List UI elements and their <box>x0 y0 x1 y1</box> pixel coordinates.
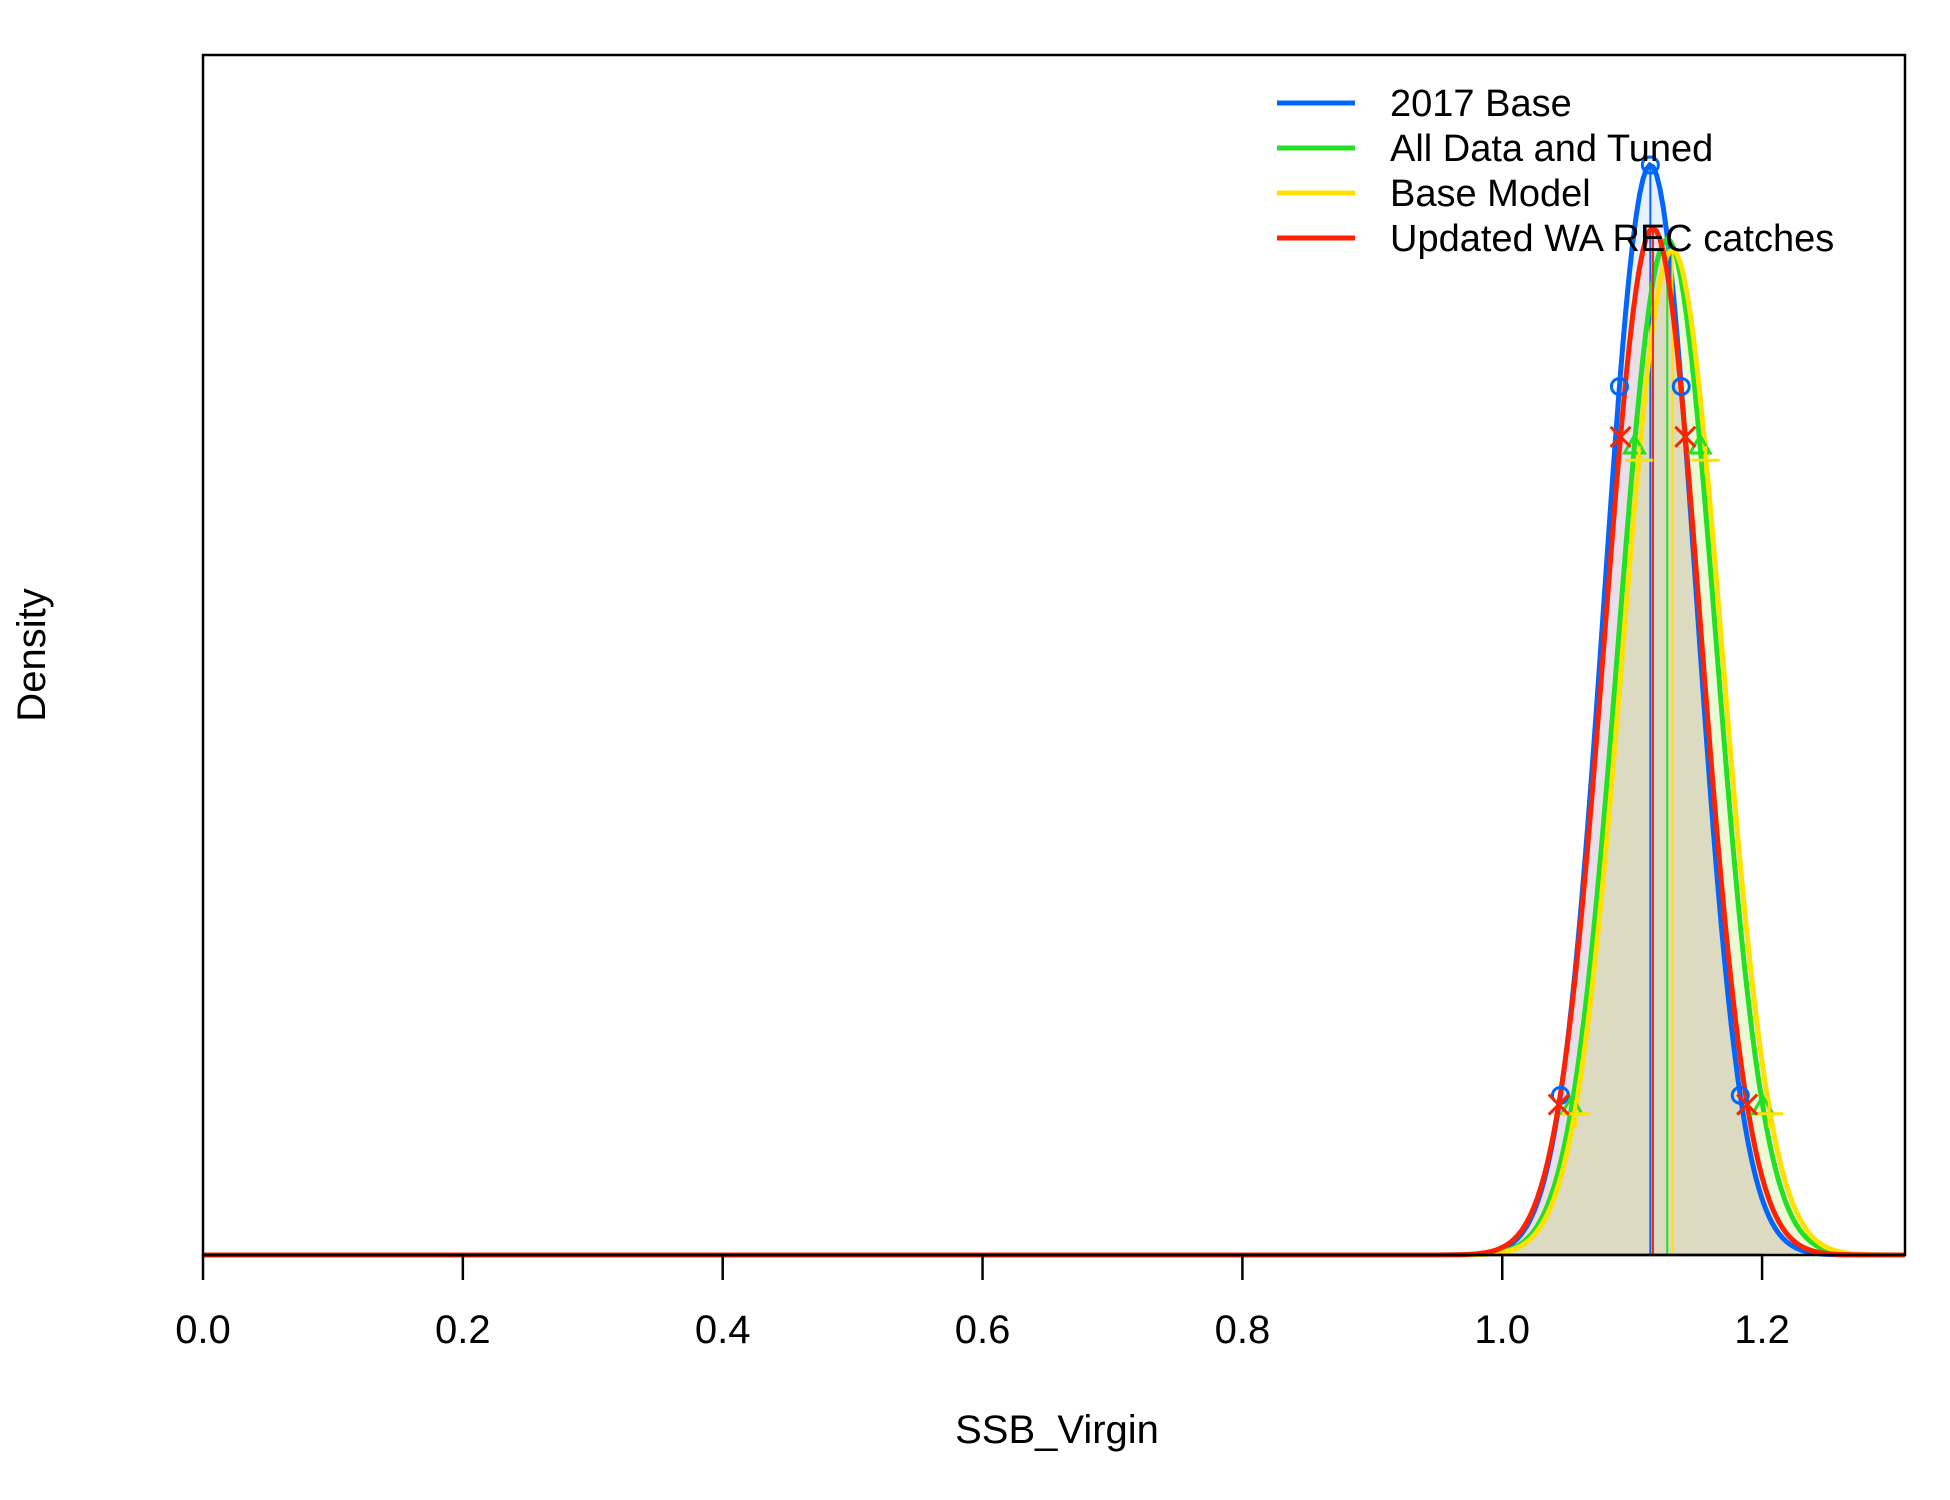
x-axis-title: SSB_Virgin <box>955 1408 1159 1452</box>
circle-marker <box>1640 155 1660 175</box>
legend-label: 2017 Base <box>1390 83 1572 125</box>
ci-area <box>1491 250 1856 1255</box>
ci-area <box>1473 165 1825 1256</box>
quantile-markers <box>1547 155 1784 1128</box>
x-tick-label: 0.2 <box>435 1308 491 1352</box>
plus-marker <box>1755 1099 1784 1128</box>
density-curves <box>203 161 1905 1258</box>
x-tick-label: 0.8 <box>1215 1308 1271 1352</box>
x-tick-label: 0.4 <box>695 1308 751 1352</box>
x-axis: 0.0 0.2 0.4 0.6 0.8 1.0 1.2 <box>175 1253 1790 1352</box>
x-tick-label: 1.0 <box>1474 1308 1530 1352</box>
x-tick-label: 1.2 <box>1734 1308 1790 1352</box>
x-marker <box>1674 425 1697 448</box>
circle-marker <box>1609 376 1629 396</box>
x-marker <box>1609 425 1632 448</box>
x-marker <box>1736 1093 1759 1116</box>
circle-marker <box>1730 1085 1750 1105</box>
legend-label: Base Model <box>1390 173 1591 215</box>
triangle-marker <box>1687 432 1713 455</box>
circle-marker <box>1671 376 1691 396</box>
ci-area <box>1478 228 1830 1256</box>
x-marker <box>1547 1093 1570 1116</box>
legend-label: Updated WA REC catches <box>1390 218 1834 260</box>
y-axis-title: Density <box>10 588 54 721</box>
plus-marker <box>1625 446 1654 475</box>
legend-label: All Data and Tuned <box>1390 128 1713 170</box>
x-tick-label: 0.0 <box>175 1308 231 1352</box>
x-tick-label: 0.6 <box>955 1308 1011 1352</box>
ci-area <box>1485 239 1847 1256</box>
ci-shaded-areas <box>1307 165 1905 1256</box>
plus-marker <box>1691 446 1720 475</box>
